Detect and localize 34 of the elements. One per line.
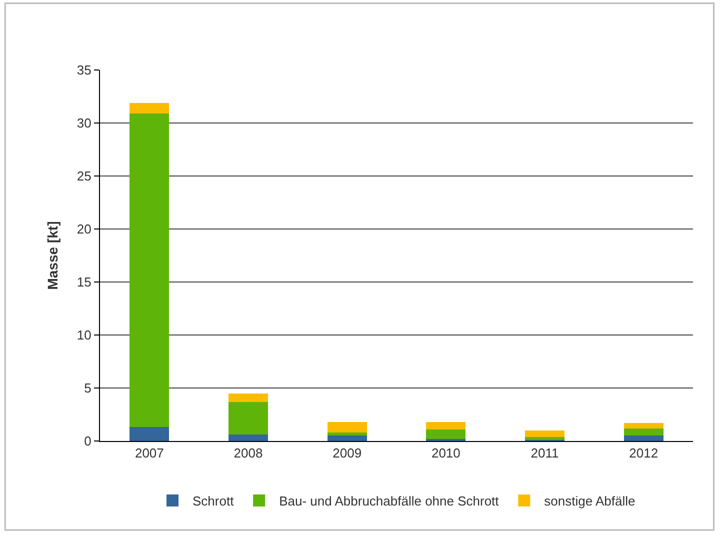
- bar: [228, 434, 268, 441]
- x-tick-label: 2012: [629, 446, 658, 461]
- y-tick-label: 30: [76, 116, 92, 131]
- bar: [624, 436, 664, 441]
- x-tick-label: 2010: [431, 446, 460, 461]
- x-tick-label: 2007: [134, 446, 164, 461]
- bar: [327, 436, 367, 441]
- y-tick-label: 5: [84, 380, 92, 396]
- x-tick-label: 2009: [332, 446, 362, 461]
- legend-label: Bau- und Abbruchabfälle ohne Schrott: [279, 494, 500, 509]
- bar: [130, 113, 170, 428]
- legend-label: Schrott: [192, 494, 234, 509]
- bar: [228, 402, 268, 435]
- bar: [624, 422, 664, 428]
- bar: [130, 102, 170, 114]
- bar: [524, 430, 565, 437]
- x-tick-label: 2008: [234, 446, 263, 461]
- bar: [130, 427, 170, 441]
- y-tick-label: 0: [84, 434, 92, 449]
- y-tick-label: 20: [76, 222, 92, 237]
- legend-label: sonstige Abfälle: [544, 494, 636, 509]
- bar: [426, 429, 466, 439]
- bar: [327, 422, 367, 433]
- bar: [327, 432, 367, 436]
- x-tick-label: 2011: [530, 446, 559, 461]
- y-tick-label: 35: [76, 62, 92, 78]
- y-axis-title: Masse [kt]: [44, 221, 61, 290]
- y-tick-label: 25: [76, 168, 92, 184]
- bar: [624, 428, 664, 436]
- bar: [524, 436, 565, 440]
- bar: [426, 422, 466, 430]
- y-tick-label: 10: [76, 328, 92, 343]
- bar: [228, 393, 268, 402]
- y-tick-label: 15: [76, 274, 92, 290]
